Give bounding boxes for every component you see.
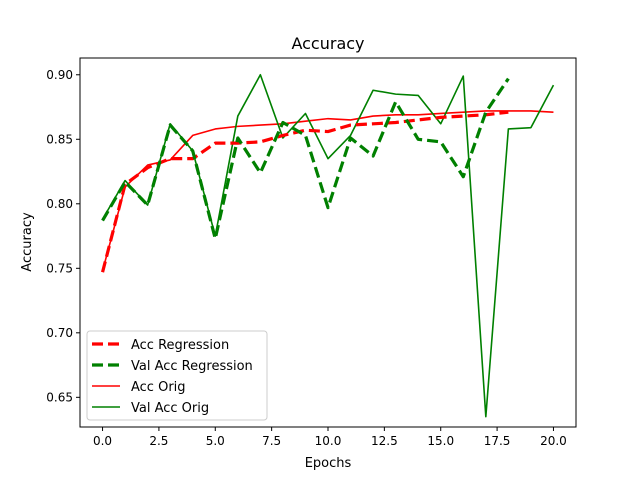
legend: Acc Regression Val Acc Regression Acc Orig… [86,330,268,421]
x-tick-label: 2.5 [149,434,168,448]
series-line-acc-regression [101,110,509,273]
y-axis: 0.65 0.70 0.75 0.80 0.85 0.90 [46,68,80,404]
legend-label: Val Acc Orig [131,401,209,416]
y-axis-label: Accuracy [20,212,35,272]
chart-title: Accuracy [291,34,364,53]
y-tick-label: 0.75 [46,261,73,275]
x-tick-label: 17.5 [484,434,511,448]
legend-label: Acc Orig [131,380,186,395]
series-line-acc-orig [101,110,554,272]
y-tick-label: 0.65 [46,390,73,404]
plot-area [101,73,555,418]
series-line-val-acc-orig [101,73,555,418]
y-tick-label: 0.80 [46,197,73,211]
x-tick-label: 5.0 [206,434,225,448]
y-tick-label: 0.85 [46,132,73,146]
x-tick-label: 12.5 [371,434,398,448]
legend-label: Val Acc Regression [131,359,253,374]
y-tick-label: 0.70 [46,326,73,340]
x-tick-label: 7.5 [262,434,281,448]
x-axis: 0.0 2.5 5.0 7.5 10.0 12.5 15.0 17.5 20.0 [93,427,567,448]
x-tick-label: 20.0 [540,434,567,448]
series-line-val-acc-regression [101,77,510,241]
x-tick-label: 0.0 [93,434,112,448]
legend-box [86,330,268,421]
legend-label: Acc Regression [131,338,229,353]
x-tick-label: 10.0 [315,434,342,448]
x-tick-label: 15.0 [427,434,454,448]
x-axis-label: Epochs [305,456,352,471]
y-tick-label: 0.90 [46,68,73,82]
